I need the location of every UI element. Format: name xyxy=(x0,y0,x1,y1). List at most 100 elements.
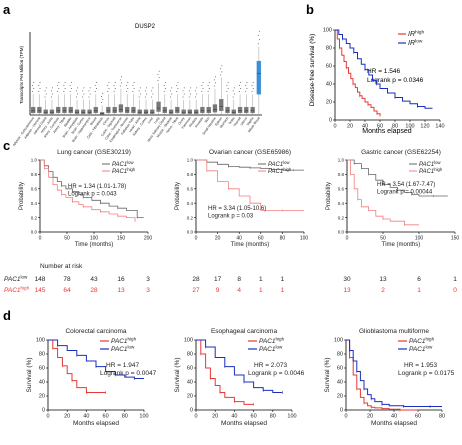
panel-d-survival: Colorectal carcinoma 0 20 40 60 80 100 0 20 40 60 8… xyxy=(26,328,455,427)
box-outlier xyxy=(240,81,242,83)
box-outlier xyxy=(52,93,54,95)
panel-c-1-legend-1: PAC1high xyxy=(268,167,292,175)
panel-d-ylabel-2: Survival (%) xyxy=(324,357,331,392)
risk-low-0: 78 xyxy=(63,276,71,283)
panel-letter-c: c xyxy=(3,138,10,153)
panel-c-1-xtick-label: 20 xyxy=(215,236,221,242)
box-outlier xyxy=(50,96,52,98)
panel-d-1-ytick-label: 40 xyxy=(187,380,193,386)
box-outlier xyxy=(238,90,240,92)
panel-b-series-0 xyxy=(335,29,381,117)
risk-high-2: 0 xyxy=(453,287,457,294)
panel-c-xlabel-1: Time (months) xyxy=(231,242,269,248)
panel-d-xlabel-0: Months elapsed xyxy=(73,420,119,427)
panel-c-1-legend-1-base: PAC1 xyxy=(268,169,283,175)
risk-high-1: 27 xyxy=(192,287,200,294)
risk-low-1: 1 xyxy=(281,276,285,283)
box-outlier xyxy=(157,79,159,81)
box-outlier xyxy=(83,93,85,95)
panel-c-ylabel-1: Probability xyxy=(175,182,181,210)
box-24 xyxy=(181,109,186,114)
panel-d-2-legend-0-sup: high xyxy=(426,337,435,342)
box-outlier xyxy=(32,90,34,92)
box-outlier xyxy=(246,87,248,89)
box-outlier xyxy=(196,87,198,89)
panel-d-0-ytick-label: 20 xyxy=(39,394,45,400)
box-outlier xyxy=(38,90,40,92)
panel-c-2-ytick-label: 0.2 xyxy=(338,215,345,220)
box-outlier xyxy=(69,90,71,92)
tissue-label: Testis xyxy=(228,116,236,125)
risk-high-0: 13 xyxy=(117,287,125,294)
box-1 xyxy=(37,106,42,114)
box-outlier xyxy=(108,81,110,83)
box-outlier xyxy=(144,90,146,92)
box-outlier xyxy=(121,82,123,84)
box-outlier xyxy=(258,39,260,41)
panel-d-0-xtick-label: 40 xyxy=(83,414,89,420)
panel-d-0-ytick-label: 60 xyxy=(39,366,45,372)
box-outlier xyxy=(95,81,97,83)
panel-c-1-legend-1-sup: high xyxy=(283,167,292,172)
panel-d-1-series-1 xyxy=(196,339,283,393)
panel-c-1-legend-0: PAC1low xyxy=(268,160,290,168)
panel-c-2-legend-0-base: PAC1 xyxy=(419,162,434,168)
box-outlier xyxy=(258,30,260,32)
panel-b-logrank: Logrank p = 0.0346 xyxy=(367,77,424,84)
panel-b-ytick-label: 60 xyxy=(326,64,332,70)
panel-d-logrank-2: Logrank p = 0.0175 xyxy=(398,370,455,377)
panel-d-title-2: Glioblastoma multiforme xyxy=(359,328,429,335)
panel-c-2-series-0 xyxy=(347,159,448,197)
box-outlier xyxy=(257,43,259,45)
panel-b-ytick-label: 80 xyxy=(326,46,332,52)
panel-d-1-legend-0-base: PAC1 xyxy=(259,338,276,345)
panel-letter-b: b xyxy=(306,2,314,17)
panel-d-0-series-0 xyxy=(48,339,106,393)
box-outlier xyxy=(33,81,35,83)
risk-low-2: 13 xyxy=(379,276,387,283)
box-outlier xyxy=(189,87,191,89)
panel-b-hr: HR = 1.546 xyxy=(367,68,400,75)
box-outlier xyxy=(226,90,228,92)
panel-d-1-xtick-label: 0 xyxy=(194,414,197,420)
box-outlier xyxy=(189,93,191,95)
box-outlier xyxy=(83,87,85,89)
box-4 xyxy=(56,106,61,114)
panel-d-1-ytick-label: 60 xyxy=(187,366,193,372)
panel-c-0-legend-0-base: PAC1 xyxy=(112,162,127,168)
box-25 xyxy=(187,109,193,114)
panel-c-1-legend-0-sup: low xyxy=(283,160,290,165)
panel-c-ylabel-0: Probability xyxy=(19,182,25,210)
box-outlier xyxy=(33,87,35,89)
box-outlier xyxy=(75,90,77,92)
risk-row-label-high-sup: high xyxy=(21,286,30,291)
panel-c-1-ytick-label: 1.0 xyxy=(187,158,194,163)
box-outlier xyxy=(232,96,234,98)
panel-c-2-legend-0: PAC1low xyxy=(419,160,441,168)
box-outlier xyxy=(221,65,223,67)
risk-low-1: 28 xyxy=(192,276,200,283)
panel-b-ytick-label: 20 xyxy=(326,100,332,106)
tissue-label: Bladder xyxy=(63,116,73,128)
tissue-label: Stomach xyxy=(219,116,230,129)
risk-high-0: 64 xyxy=(63,287,71,294)
box-14 xyxy=(118,104,124,113)
risk-low-1: 8 xyxy=(237,276,241,283)
box-outlier xyxy=(44,90,46,92)
panel-b-xtick-label: 120 xyxy=(420,124,429,130)
panel-d-0-xtick-label: 60 xyxy=(103,414,109,420)
panel-c-0-legend-0: PAC1low xyxy=(112,160,134,168)
box-outlier xyxy=(220,68,222,70)
box-outlier xyxy=(70,81,72,83)
box-outlier xyxy=(139,93,141,95)
box-outlier xyxy=(52,87,54,89)
box-outlier xyxy=(245,90,247,92)
panel-d-0-legend-1: PAC1low xyxy=(111,345,135,353)
tissue-label: Skin xyxy=(204,116,211,124)
tissue-label: Prostate xyxy=(194,116,204,128)
panel-b-legend-1-base: IR xyxy=(408,40,415,47)
box-2 xyxy=(43,109,48,114)
box-outlier xyxy=(195,96,197,98)
risk-high-1: 4 xyxy=(237,287,241,294)
box-outlier xyxy=(196,93,198,95)
